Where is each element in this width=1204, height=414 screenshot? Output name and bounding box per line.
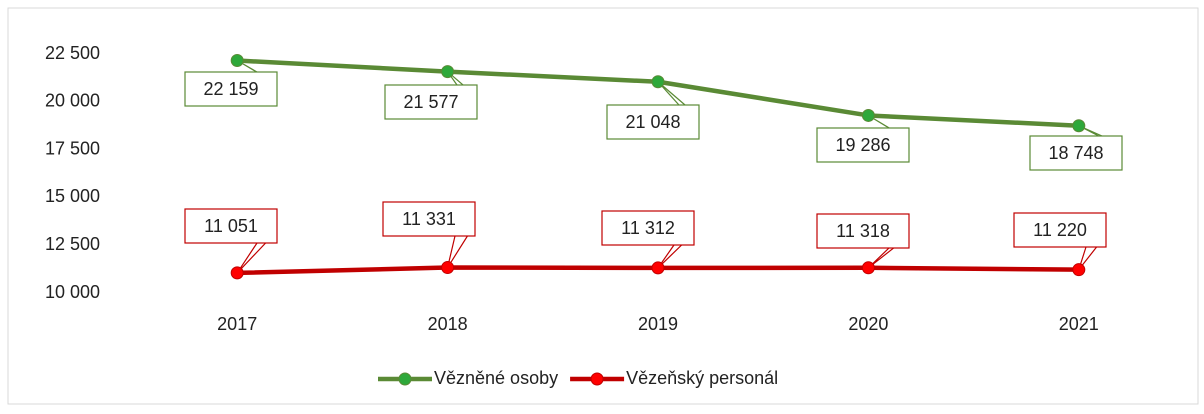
marker (861, 108, 875, 122)
data-label: 11 051 (204, 216, 258, 236)
marker (861, 261, 875, 275)
y-tick-label: 10 000 (45, 282, 100, 302)
x-tick-label: 2019 (638, 314, 678, 334)
marker (651, 261, 665, 275)
legend-label: Vězeňský personál (626, 368, 778, 388)
x-tick-label: 2018 (428, 314, 468, 334)
data-label: 22 159 (203, 79, 258, 99)
callout-box (384, 84, 478, 120)
marker (1072, 263, 1086, 277)
data-label: 11 312 (621, 218, 675, 238)
callout-box (606, 104, 700, 140)
x-tick-label: 2017 (217, 314, 257, 334)
callout-box (601, 210, 695, 246)
data-label: 11 331 (402, 209, 456, 229)
data-label: 19 286 (835, 135, 890, 155)
legend-label: Vězněné osoby (434, 368, 558, 388)
callout-box (382, 201, 476, 237)
marker (651, 75, 665, 89)
y-tick-label: 17 500 (45, 138, 100, 158)
y-tick-label: 15 000 (45, 186, 100, 206)
x-tick-label: 2021 (1059, 314, 1099, 334)
y-tick-label: 12 500 (45, 234, 100, 254)
legend-marker (398, 372, 412, 386)
data-label: 21 048 (625, 112, 680, 132)
callout-box (1029, 135, 1123, 171)
marker (441, 261, 455, 275)
marker (1072, 119, 1086, 133)
marker (230, 54, 244, 68)
y-tick-label: 20 000 (45, 91, 100, 111)
y-tick-label: 22 500 (45, 43, 100, 63)
data-label: 11 220 (1033, 220, 1087, 240)
callout-box (184, 71, 278, 107)
data-label: 21 577 (403, 92, 458, 112)
chart-border (7, 7, 1199, 405)
x-tick-label: 2020 (848, 314, 888, 334)
marker (441, 65, 455, 79)
marker (230, 266, 244, 280)
callout-box (1013, 212, 1107, 248)
data-label: 18 748 (1048, 143, 1103, 163)
callout-box (816, 127, 910, 163)
legend-marker (590, 372, 604, 386)
data-label: 11 318 (836, 221, 890, 241)
callout-box (816, 213, 910, 249)
callout-box (184, 208, 278, 244)
